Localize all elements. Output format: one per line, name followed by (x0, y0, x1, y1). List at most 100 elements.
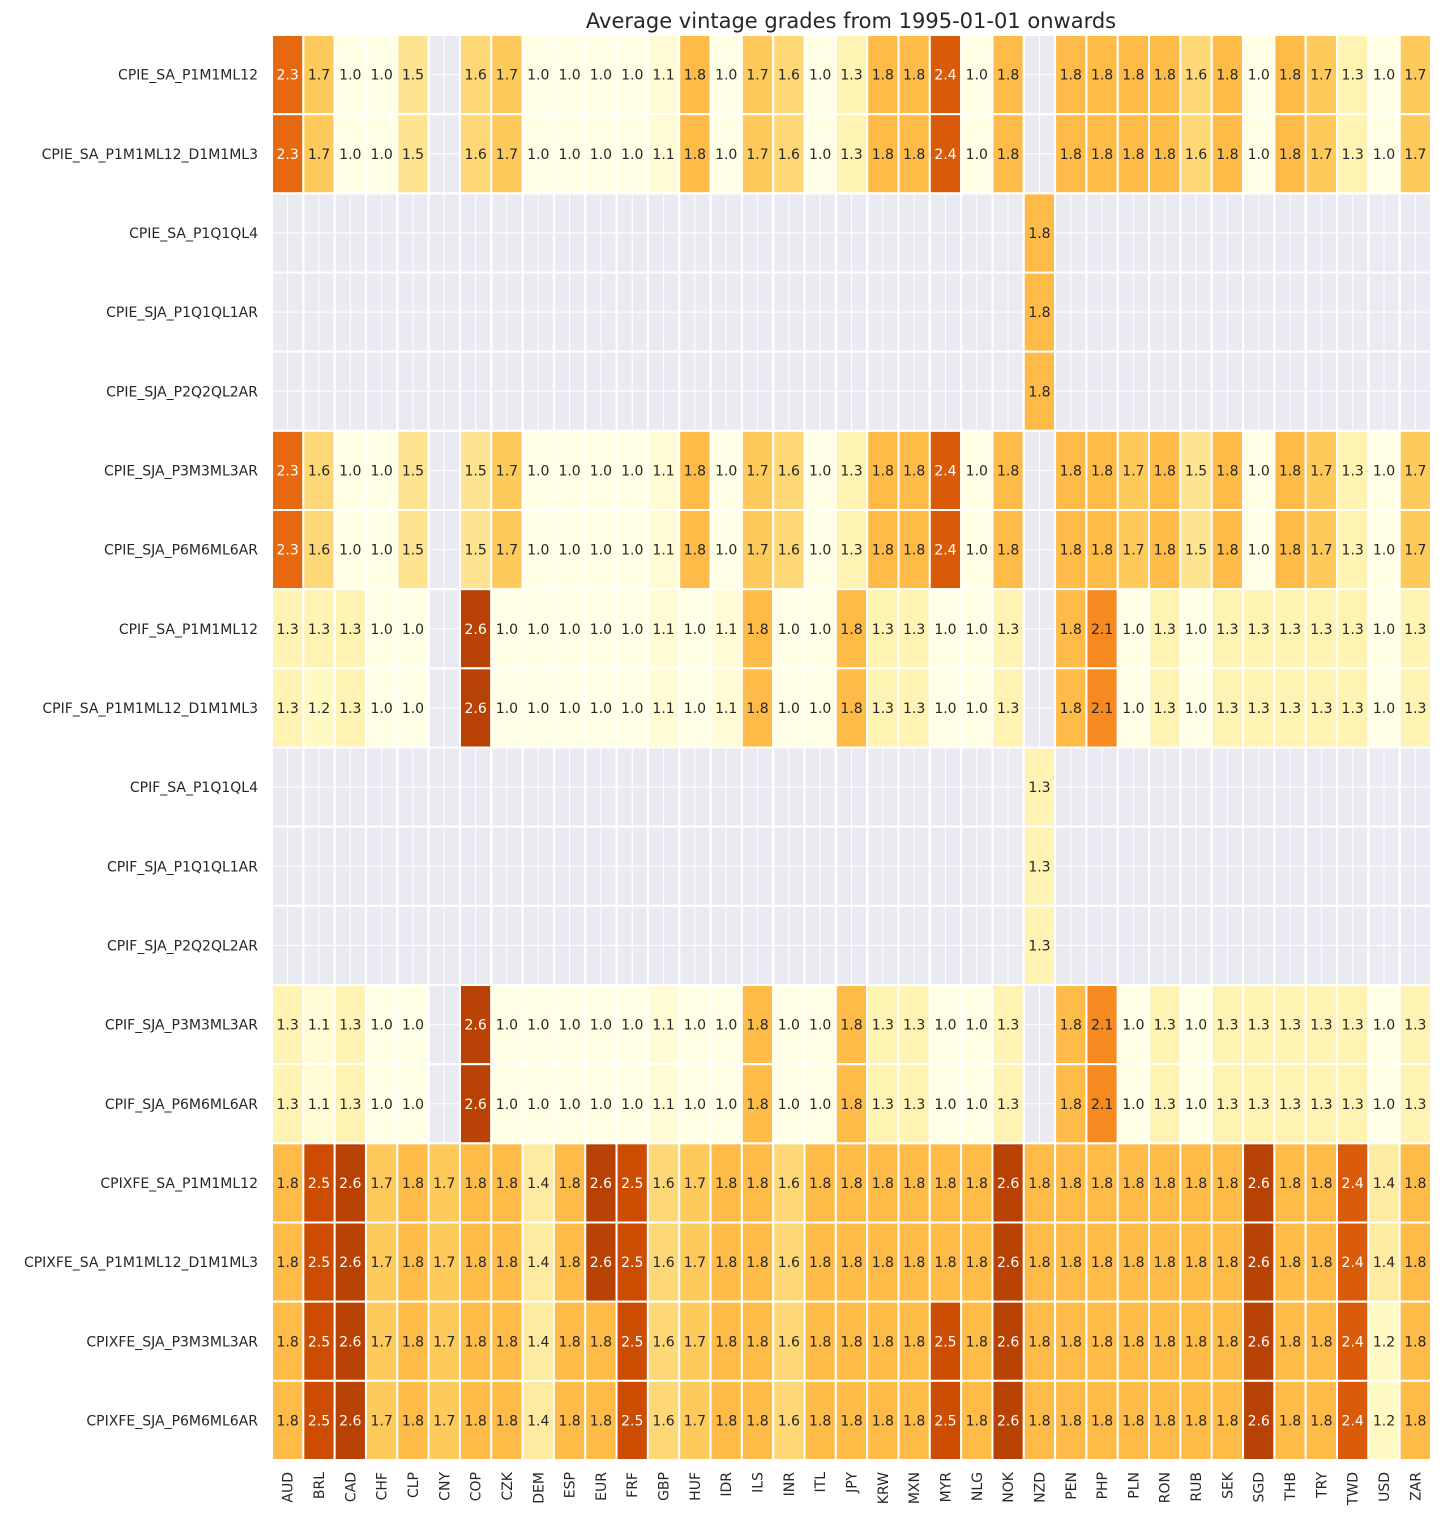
cell-value-label: 1.0 (715, 463, 737, 479)
cell-value-label: 1.3 (1342, 1018, 1364, 1034)
cell-value-label: 1.0 (934, 1018, 956, 1034)
cell-value-label: 1.3 (1404, 1018, 1426, 1034)
heatmap-cell (1398, 429, 1432, 512)
cell-value-label: 1.0 (371, 68, 393, 84)
cell-value-label: 1.8 (1154, 1176, 1176, 1192)
column-label: TWD (1346, 1472, 1362, 1506)
cell-value-label: 2.5 (308, 1176, 330, 1192)
cell-value-label: 1.3 (1028, 780, 1050, 796)
cell-value-label: 2.1 (1091, 1097, 1113, 1113)
cell-value-label: 1.7 (1310, 543, 1332, 559)
heatmap-cell (333, 1142, 367, 1224)
heatmap-cell (271, 984, 305, 1066)
heatmap-cell (646, 34, 681, 116)
cell-value-label: 1.8 (746, 1255, 768, 1271)
heatmap-cell (615, 34, 649, 116)
cell-value-label: 1.3 (1028, 859, 1050, 875)
cell-value-label: 1.8 (1028, 1255, 1050, 1271)
cell-value-label: 1.0 (371, 622, 393, 638)
column-label: INR (782, 1472, 798, 1497)
heatmap-cell (740, 1379, 775, 1462)
cell-value-label: 1.6 (1185, 68, 1207, 84)
heatmap-cell (552, 1063, 587, 1145)
cell-value-label: 1.3 (1279, 701, 1301, 717)
heatmap-cell (1148, 1063, 1182, 1145)
cell-value-label: 1.4 (1373, 1255, 1395, 1271)
heatmap-cell (1210, 1063, 1245, 1145)
cell-value-label: 1.0 (1373, 68, 1395, 84)
cell-value-label: 1.4 (527, 1255, 549, 1271)
cell-value-label: 1.3 (339, 1097, 361, 1113)
heatmap-cell (521, 1379, 555, 1462)
heatmap-cell (490, 113, 524, 195)
heatmap-cell (1022, 1142, 1057, 1224)
cell-value-label: 1.8 (1060, 1334, 1082, 1350)
cell-value-label: 1.3 (1342, 68, 1364, 84)
cell-value-label: 1.1 (308, 1018, 330, 1034)
cell-value-label: 1.7 (1310, 147, 1332, 163)
cell-value-label: 1.3 (1248, 701, 1270, 717)
heatmap-cell (1179, 509, 1213, 591)
column-label: ILS (751, 1472, 767, 1493)
heatmap-cell (897, 1300, 931, 1382)
cell-value-label: 1.8 (558, 1413, 580, 1429)
cell-value-label: 1.8 (1122, 147, 1144, 163)
row-label: CPIF_SJA_P6M6ML6AR (105, 1097, 258, 1113)
cell-value-label: 1.8 (903, 1413, 925, 1429)
heatmap-cell (615, 509, 649, 591)
cell-value-label: 1.4 (527, 1413, 549, 1429)
cell-value-label: 1.3 (1154, 1097, 1176, 1113)
cell-value-label: 1.3 (1216, 1097, 1238, 1113)
heatmap-cell (458, 34, 493, 116)
heatmap-cell (1242, 429, 1276, 512)
heatmap-cell (866, 1142, 900, 1224)
cell-value-label: 1.7 (746, 147, 768, 163)
cell-value-label: 2.5 (308, 1413, 330, 1429)
heatmap-cell (1242, 509, 1276, 591)
cell-value-label: 1.7 (684, 1255, 706, 1271)
heatmap-cell (1085, 1221, 1119, 1303)
heatmap-cell (396, 429, 430, 512)
cell-value-label: 2.6 (1248, 1255, 1270, 1271)
cell-value-label: 1.8 (872, 543, 894, 559)
cell-value-label: 1.2 (308, 701, 330, 717)
column-label: NOK (1001, 1471, 1017, 1502)
cell-value-label: 1.8 (1122, 1255, 1144, 1271)
heatmap-cell (584, 34, 618, 116)
cell-value-label: 1.0 (621, 1018, 643, 1034)
cell-value-label: 2.6 (997, 1255, 1019, 1271)
heatmap-cell (834, 429, 869, 512)
row-label: CPIXFE_SA_P1M1ML12 (100, 1176, 258, 1192)
cell-value-label: 1.8 (1404, 1413, 1426, 1429)
cell-value-label: 1.3 (840, 68, 862, 84)
cell-value-label: 2.4 (1342, 1255, 1364, 1271)
heatmap-cell (866, 667, 900, 749)
heatmap-cell (271, 1379, 305, 1462)
cell-value-label: 2.4 (934, 147, 956, 163)
cell-value-label: 1.8 (1122, 1176, 1144, 1192)
heatmap-cell (615, 667, 649, 749)
cell-value-label: 1.8 (809, 1255, 831, 1271)
heatmap-cell (458, 984, 493, 1066)
cell-value-label: 1.0 (371, 1018, 393, 1034)
cell-value-label: 1.0 (809, 68, 831, 84)
cell-value-label: 1.8 (1310, 1255, 1332, 1271)
cell-value-label: 2.1 (1091, 1018, 1113, 1034)
cell-value-label: 1.8 (966, 1334, 988, 1350)
heatmap-cell (834, 1379, 869, 1462)
cell-value-label: 1.3 (1248, 1097, 1270, 1113)
cell-value-label: 1.3 (997, 622, 1019, 638)
heatmap-cell (897, 1379, 931, 1462)
heatmap-cell (1398, 1221, 1432, 1303)
cell-value-label: 1.0 (1248, 68, 1270, 84)
heatmap-cell (521, 667, 555, 749)
heatmap-cell (646, 984, 681, 1066)
cell-value-label: 1.3 (339, 1018, 361, 1034)
cell-value-label: 1.0 (1122, 1018, 1144, 1034)
heatmap-cell (1148, 429, 1182, 512)
cell-value-label: 1.8 (402, 1334, 424, 1350)
heatmap-cell (1398, 1142, 1432, 1224)
heatmap-cell (364, 667, 399, 749)
heatmap-cell (1367, 1142, 1401, 1224)
heatmap-cell (1367, 1379, 1401, 1462)
